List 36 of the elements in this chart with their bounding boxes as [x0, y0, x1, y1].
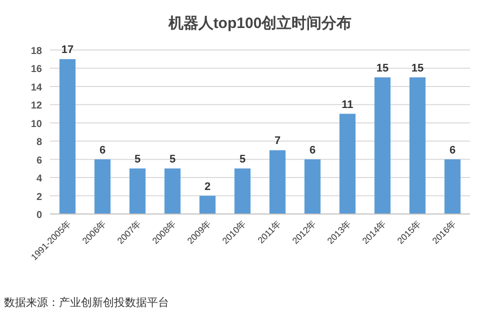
- bar: [269, 150, 286, 214]
- bar: [199, 196, 216, 214]
- data-label: 6: [449, 144, 456, 156]
- y-tick-label: 18: [30, 46, 42, 57]
- bar: [129, 168, 146, 214]
- y-tick-label: 6: [36, 155, 42, 166]
- bar: [59, 59, 76, 214]
- y-tick-label: 0: [36, 210, 42, 221]
- chart-title: 机器人top100创立时间分布: [167, 14, 352, 32]
- data-label: 5: [169, 153, 176, 166]
- y-tick-label: 12: [30, 100, 42, 112]
- data-label: 7: [274, 135, 281, 148]
- y-tick-label: 16: [30, 64, 42, 76]
- data-label: 6: [309, 144, 316, 156]
- bar: [339, 114, 356, 214]
- bar: [444, 159, 461, 214]
- y-tick-label: 10: [30, 118, 42, 130]
- data-label: 2: [204, 180, 211, 193]
- source-note: 数据来源：产业创新创投数据平台: [4, 296, 169, 309]
- data-label: 15: [411, 62, 424, 74]
- bar: [164, 168, 181, 214]
- bar: [94, 159, 111, 214]
- data-label: 11: [342, 98, 354, 111]
- bar: [304, 159, 321, 214]
- data-label: 5: [134, 153, 141, 166]
- data-label: 17: [61, 44, 74, 56]
- bar: [409, 77, 426, 214]
- y-tick-label: 2: [36, 192, 42, 203]
- y-tick-label: 8: [36, 137, 42, 148]
- data-label: 5: [239, 153, 246, 166]
- data-label: 15: [376, 62, 389, 74]
- bar: [374, 77, 391, 214]
- y-tick-label: 4: [36, 174, 42, 185]
- y-tick-label: 14: [30, 82, 42, 94]
- bar: [234, 168, 251, 214]
- data-label: 6: [99, 144, 106, 156]
